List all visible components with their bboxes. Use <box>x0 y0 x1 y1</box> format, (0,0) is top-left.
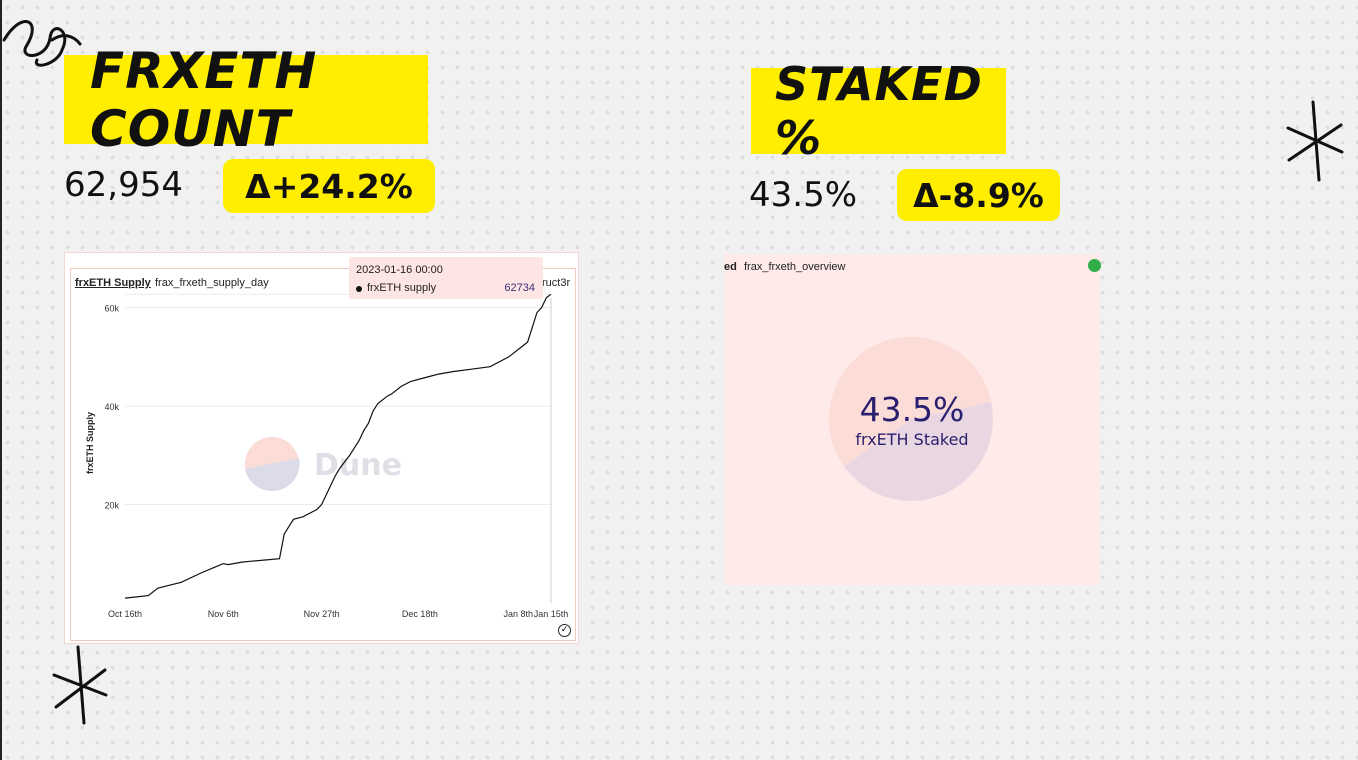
pie-slice-unstaked[interactable] <box>828 336 992 467</box>
pie-center-label: frxETH Staked <box>855 430 969 449</box>
staked-percent-title: STAKED % <box>751 57 1006 165</box>
pie-chart-query-name: frax_frxeth_overview <box>744 261 846 273</box>
dune-logo-shade <box>245 458 300 492</box>
pie-chart-title-fragment[interactable]: ed <box>724 261 737 273</box>
tooltip-series-dot-icon <box>356 286 362 292</box>
frxeth-staked-pie-panel: ed frax_frxeth_overview 43.5% frxETH Sta… <box>724 254 1101 585</box>
y-tick-label: 60k <box>104 304 119 314</box>
x-tick-label: Jan 8th <box>503 609 533 619</box>
chart-query-name: frax_frxeth_supply_day <box>155 277 269 289</box>
tooltip-date: 2023-01-16 00:00 <box>356 264 443 276</box>
chart-tooltip: 2023-01-16 00:00 frxETH supply 62734 <box>349 257 543 299</box>
star-doodle-icon <box>52 645 108 725</box>
x-tick-label: Nov 27th <box>304 609 340 619</box>
x-tick-label: Oct 16th <box>108 609 142 619</box>
series-line-frxeth-supply <box>124 293 552 599</box>
pie-slice-staked[interactable] <box>844 402 993 501</box>
pie-center-value: 43.5% <box>859 390 965 429</box>
star-doodle-icon <box>1286 100 1344 182</box>
chart-author-name: ruct3r <box>542 277 571 289</box>
frxeth-staked-pie-chart[interactable] <box>724 254 1100 585</box>
frxeth-supply-chart-panel: 20k 40k 60k frxETH Supply Oct 16th Nov 6th Nov… <box>64 252 579 644</box>
y-axis-label: frxETH Supply <box>85 412 95 474</box>
x-tick-label: Jan 15th <box>534 609 569 619</box>
dune-watermark: Dune <box>314 448 402 483</box>
x-tick-label: Dec 18th <box>402 609 438 619</box>
frxeth-supply-line-chart[interactable]: 20k 40k 60k frxETH Supply Oct 16th Nov 6th Nov… <box>65 253 580 645</box>
y-tick-label: 40k <box>104 402 119 412</box>
staked-percent-value: 43.5% <box>749 175 858 215</box>
frxeth-count-delta-badge: Δ+24.2% <box>223 159 435 213</box>
squiggle-doodle-icon <box>2 20 82 67</box>
x-tick-label: Nov 6th <box>208 609 239 619</box>
check-circle-icon[interactable]: ✓ <box>558 624 571 637</box>
refresh-status-icon[interactable] <box>1088 259 1101 272</box>
tooltip-series-name: frxETH supply <box>367 282 437 294</box>
y-tick-label: 20k <box>104 501 119 511</box>
frxeth-count-title: FRXETH COUNT <box>64 42 428 158</box>
chart-frame <box>70 268 576 641</box>
frxeth-count-value: 62,954 <box>64 165 183 205</box>
staked-percent-delta-badge: Δ-8.9% <box>897 169 1060 221</box>
tooltip-value: 62734 <box>504 282 535 294</box>
chart-title-link[interactable]: frxETH Supply <box>75 277 151 289</box>
